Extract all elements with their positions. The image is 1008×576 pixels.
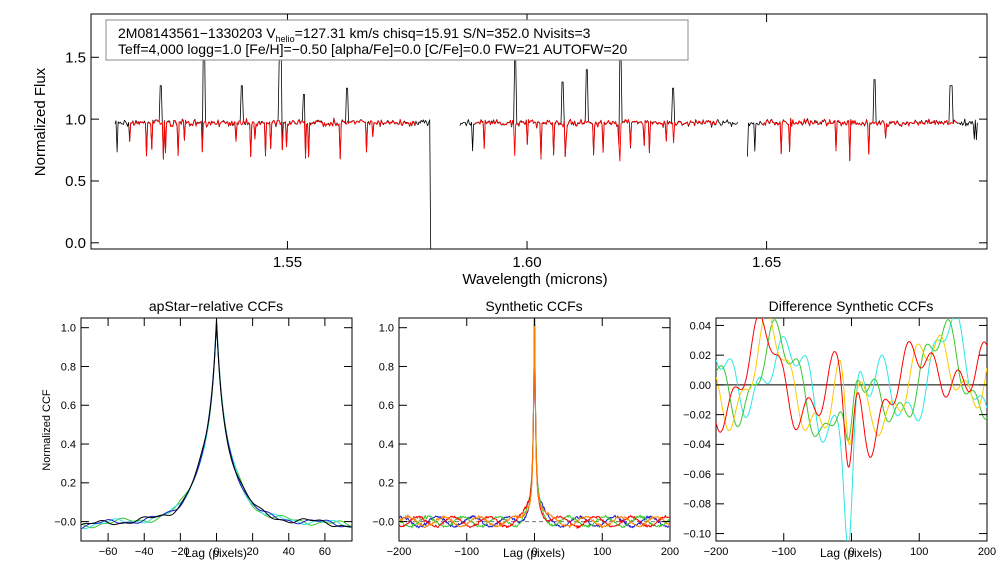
spectrum-panel: 1.55 1.60 1.65 0.0 0.5 1.0 1.5 2M08143561−1330… — [32, 13, 988, 288]
y-tick-label: 0.2 — [379, 478, 394, 490]
synthetic-ccf-plot-area — [399, 318, 670, 529]
x-tick-label: −20 — [171, 546, 190, 558]
visit-4-line — [716, 318, 987, 468]
spectrum-plot-area — [114, 29, 978, 249]
difference-ccf-panel: Difference Synthetic CCFs −200 −100 0 100 20… — [683, 298, 996, 560]
visit-1-line — [716, 318, 987, 541]
info-line-1: 2M08143561−1330203 Vhelio=127.31 km/s ch… — [118, 25, 591, 44]
synthetic-ccf-ticks: −200 −100 0 100 200 −0.0 0.2 0.4 0.6 0.8 1.0 — [372, 318, 679, 558]
info-line-1-subscript: helio — [276, 34, 295, 44]
spectrum-ylabel: Normalized Flux — [32, 67, 49, 176]
y-tick-label: 0.00 — [690, 380, 711, 392]
spectrum-frame — [90, 13, 988, 250]
visit-3-line — [81, 320, 352, 530]
visit-2-line — [81, 318, 352, 529]
x-tick-label: 200 — [978, 546, 996, 558]
x-tick-label: −100 — [454, 546, 479, 558]
x-tick-label: 40 — [283, 546, 295, 558]
difference-ccf-title: Difference Synthetic CCFs — [769, 298, 934, 314]
visit-4-line — [399, 318, 670, 529]
y-tick-label: 0.5 — [65, 173, 86, 190]
y-tick-label: −0.10 — [683, 528, 711, 540]
visit-2-line — [716, 319, 987, 442]
spectrum-xlabel: Wavelength (microns) — [462, 271, 607, 288]
model-spectrum-line — [129, 118, 417, 160]
x-tick-label: 100 — [593, 546, 611, 558]
y-tick-label: 0.02 — [690, 350, 711, 362]
y-tick-label: 0.2 — [61, 478, 76, 490]
observed-spectrum-line — [459, 50, 739, 160]
model-spectrum-line — [474, 118, 719, 162]
info-line-1-values: =127.31 km/s chisq=15.91 S/N=352.0 Nvisi… — [295, 25, 591, 41]
y-tick-label: 0.4 — [61, 439, 76, 451]
spectrum-ticks: 1.55 1.60 1.65 0.0 0.5 1.0 1.5 — [65, 14, 987, 271]
y-tick-label: −0.06 — [683, 469, 711, 481]
y-tick-label: 0.6 — [61, 400, 76, 412]
info-line-2: Teff=4,000 logg=1.0 [Fe/H]=−0.50 [alpha/… — [118, 41, 627, 57]
y-tick-label: 0.04 — [690, 320, 711, 332]
y-tick-label: 0.0 — [65, 235, 86, 252]
y-tick-label: 1.0 — [61, 323, 76, 335]
x-tick-label: 60 — [319, 546, 331, 558]
y-tick-label: 1.5 — [65, 50, 86, 67]
x-tick-label: 0 — [848, 546, 854, 558]
y-tick-label: 0.8 — [61, 361, 76, 373]
y-tick-label: 0.8 — [379, 361, 394, 373]
difference-ccf-ticks: −200 −100 0 100 200 −0.10 −0.08 −0.06 −0.04 −0.02… — [683, 318, 996, 558]
info-box — [105, 19, 689, 61]
difference-ccf-plot-area — [716, 318, 987, 541]
difference-ccf-xlabel: Lag (pixels) — [820, 546, 882, 560]
x-tick-label: 200 — [661, 546, 679, 558]
y-tick-label: −0.08 — [683, 499, 711, 511]
x-tick-label: 1.65 — [752, 254, 781, 271]
y-tick-label: −0.0 — [54, 516, 76, 528]
apstar-ccf-ticks: −60 −40 −20 0 20 40 60 −0.0 0.2 0.4 0.6 0.8 1.0 — [54, 318, 352, 558]
y-tick-label: −0.0 — [372, 516, 394, 528]
visit-1-line — [399, 318, 670, 529]
x-tick-label: −100 — [771, 546, 796, 558]
visit-3-line — [716, 318, 987, 446]
x-tick-label: 100 — [910, 546, 928, 558]
x-tick-label: −60 — [99, 546, 118, 558]
x-tick-label: 0 — [531, 546, 537, 558]
observed-spectrum-line — [747, 79, 978, 162]
synthetic-ccf-xlabel: Lag (pixels) — [503, 546, 565, 560]
synthetic-ccf-title: Synthetic CCFs — [485, 298, 582, 314]
x-tick-label: 1.55 — [273, 254, 302, 271]
model-spectrum-line — [762, 118, 958, 161]
x-tick-label: −200 — [704, 546, 729, 558]
y-tick-label: 1.0 — [65, 111, 86, 128]
y-tick-label: 0.6 — [379, 400, 394, 412]
combined-line — [81, 321, 352, 528]
y-tick-label: 0.4 — [379, 439, 394, 451]
x-tick-label: −200 — [387, 546, 412, 558]
apstar-ccf-frame — [80, 317, 353, 542]
y-tick-label: −0.04 — [683, 439, 711, 451]
y-tick-label: 1.0 — [379, 323, 394, 335]
visit-2-line — [399, 318, 670, 529]
apstar-ccf-panel: apStar−relative CCFs −60 −40 −20 0 20 40 60 −0.… — [41, 298, 353, 560]
visit-1-line — [81, 318, 352, 529]
apstar-ccf-title: apStar−relative CCFs — [149, 298, 283, 314]
apstar-ccf-ylabel: Normalized CCF — [41, 389, 53, 471]
synthetic-ccf-panel: Synthetic CCFs −200 −100 0 100 200 −0.0 0.2 0.4… — [372, 298, 679, 560]
apstar-ccf-xlabel: Lag (pixels) — [185, 546, 247, 560]
x-tick-label: 20 — [247, 546, 259, 558]
y-tick-label: −0.02 — [683, 409, 711, 421]
x-tick-label: −40 — [135, 546, 154, 558]
info-line-1-main: 2M08143561−1330203 V — [118, 25, 276, 41]
apstar-ccf-plot-area — [81, 318, 352, 530]
x-tick-label: 1.60 — [512, 254, 541, 271]
visit-3-line — [399, 318, 670, 529]
x-tick-label: 0 — [213, 546, 219, 558]
